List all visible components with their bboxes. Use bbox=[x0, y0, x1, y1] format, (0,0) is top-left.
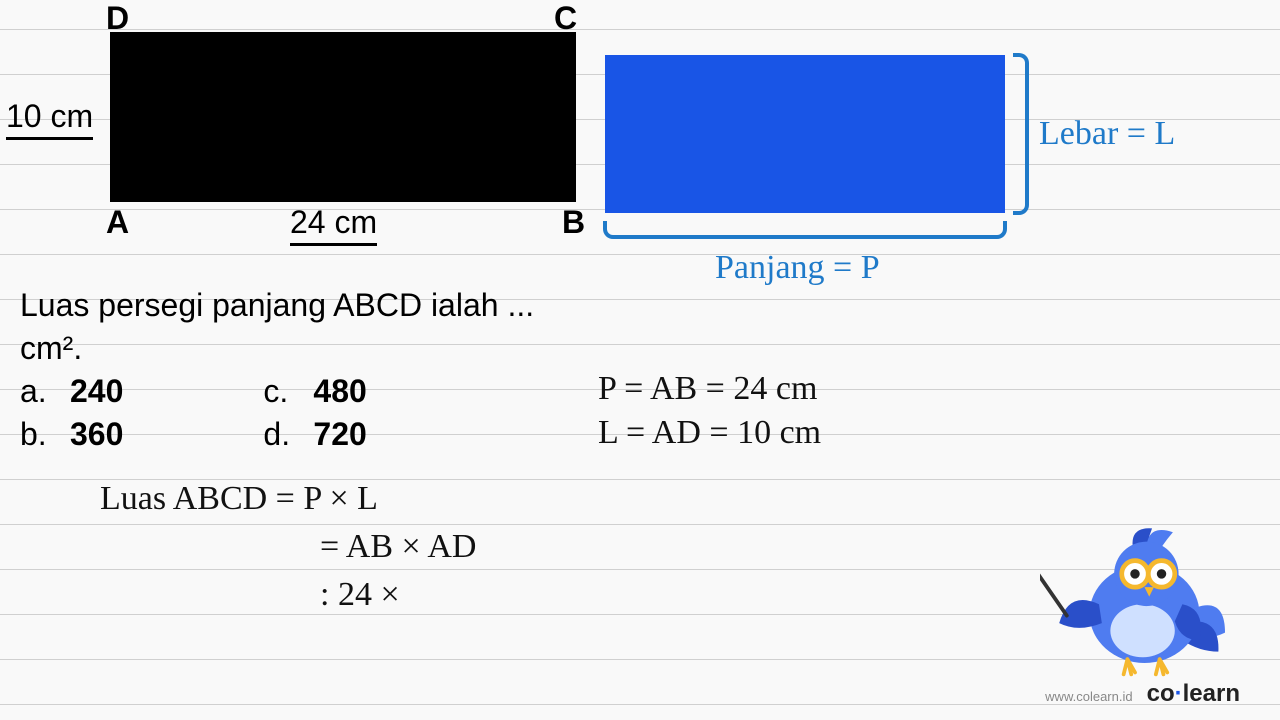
footer: www.colearn.id co·learn bbox=[1045, 680, 1240, 708]
label-panjang: Panjang = P bbox=[715, 249, 880, 287]
vertex-d: D bbox=[106, 0, 129, 37]
choice-a: a. 240 bbox=[20, 373, 123, 410]
choice-row-2: b. 360 d. 720 bbox=[20, 416, 367, 453]
dim-height: 10 cm bbox=[6, 98, 93, 140]
choice-d: d. 720 bbox=[263, 416, 366, 453]
label-lebar: Lebar = L bbox=[1039, 115, 1175, 153]
answer-choices: a. 240 c. 480 b. 360 d. 720 bbox=[20, 373, 367, 459]
logo-learn: learn bbox=[1183, 680, 1240, 707]
choice-c-value: 480 bbox=[313, 373, 366, 410]
work-bottom-line1: Luas ABCD = P × L bbox=[100, 480, 378, 518]
logo-dot: · bbox=[1175, 680, 1183, 707]
choice-b-letter: b. bbox=[20, 416, 50, 453]
choice-a-value: 240 bbox=[70, 373, 123, 410]
choice-d-letter: d. bbox=[263, 416, 293, 453]
choice-c-letter: c. bbox=[263, 373, 293, 410]
work-bottom-line2: = AB × AD bbox=[320, 528, 476, 566]
problem-rectangle bbox=[110, 32, 576, 202]
footer-url: www.colearn.id bbox=[1045, 689, 1132, 704]
dim-width: 24 cm bbox=[290, 204, 377, 246]
dim-width-text: 24 cm bbox=[290, 204, 377, 246]
bracket-right bbox=[1013, 53, 1029, 215]
choice-b: b. 360 bbox=[20, 416, 123, 453]
content-layer: D C A B 10 cm 24 cm Lebar = L Panjang = … bbox=[0, 0, 1280, 720]
question-line2: cm². bbox=[20, 327, 534, 370]
problem-rectangle-group: D C A B 10 cm 24 cm bbox=[110, 32, 576, 202]
bracket-bottom bbox=[603, 221, 1007, 239]
vertex-a: A bbox=[106, 204, 129, 241]
choice-a-letter: a. bbox=[20, 373, 50, 410]
explain-rectangle bbox=[605, 55, 1005, 213]
dim-height-text: 10 cm bbox=[6, 98, 93, 140]
vertex-b: B bbox=[562, 204, 585, 241]
choice-row-1: a. 240 c. 480 bbox=[20, 373, 367, 410]
explain-rectangle-group: Lebar = L Panjang = P bbox=[605, 55, 1005, 213]
vertex-c: C bbox=[554, 0, 577, 37]
work-right-line2: L = AD = 10 cm bbox=[598, 414, 821, 452]
work-right-line1: P = AB = 24 cm bbox=[598, 370, 817, 408]
choice-c: c. 480 bbox=[263, 373, 366, 410]
choice-d-value: 720 bbox=[313, 416, 366, 453]
footer-logo: co·learn bbox=[1147, 680, 1240, 708]
mascot-bird-icon bbox=[1040, 500, 1230, 680]
choice-b-value: 360 bbox=[70, 416, 123, 453]
question-line1: Luas persegi panjang ABCD ialah ... bbox=[20, 284, 534, 327]
logo-co: co bbox=[1147, 680, 1175, 707]
work-bottom-line3: : 24 × bbox=[320, 576, 400, 614]
question-text: Luas persegi panjang ABCD ialah ... cm². bbox=[20, 284, 534, 370]
